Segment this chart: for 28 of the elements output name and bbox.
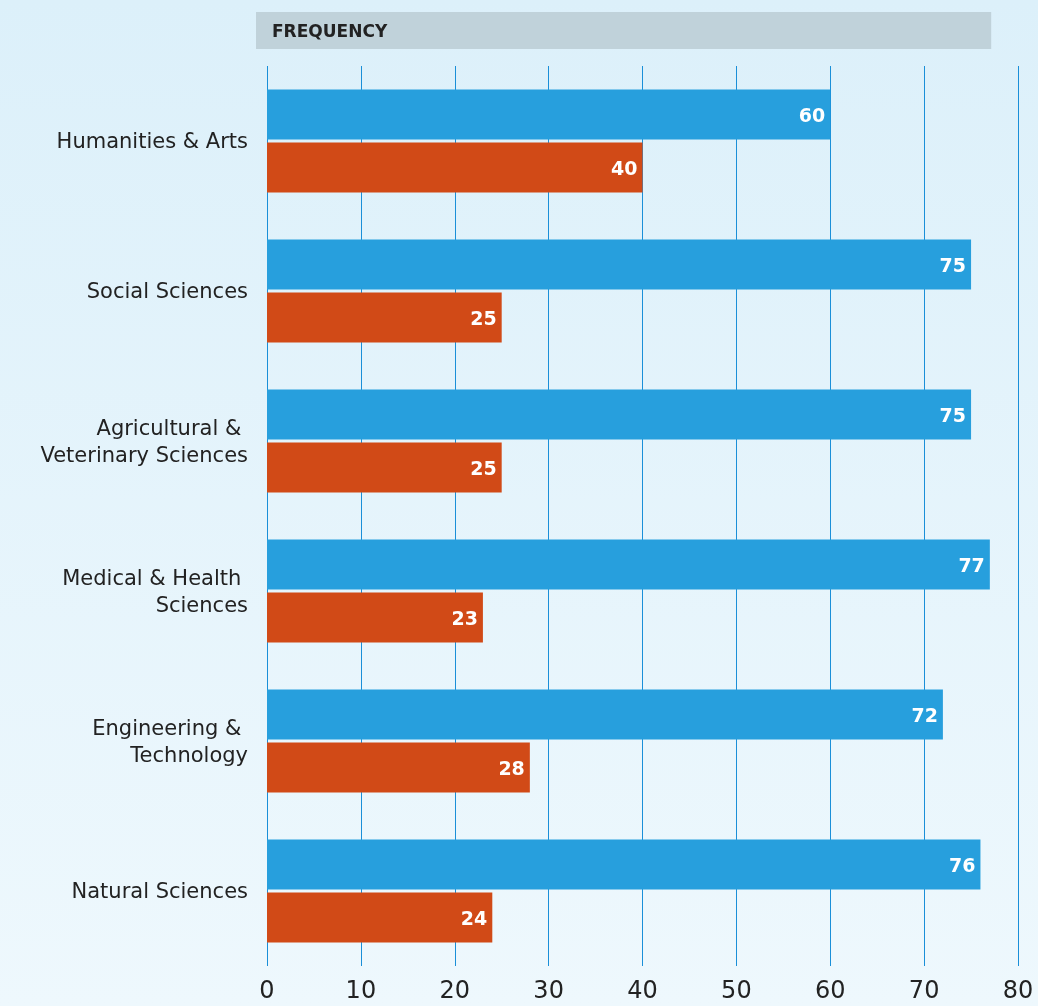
x-tick-label: 70 <box>908 976 940 1004</box>
data-label: 24 <box>460 906 488 929</box>
x-tick-label: 20 <box>439 976 471 1004</box>
x-tick-label: 30 <box>533 976 564 1004</box>
data-label: 25 <box>470 306 497 329</box>
y-tick-label: Humanities & Arts <box>56 129 248 153</box>
data-label: 28 <box>498 756 525 779</box>
y-tick-label: Social Sciences <box>86 279 248 303</box>
data-label: 23 <box>451 606 478 629</box>
chart-title: FREQUENCY <box>272 20 388 41</box>
data-label: 76 <box>949 853 976 876</box>
x-tick-label: 40 <box>627 976 658 1004</box>
y-tick-label: Agricultural & Veterinary Sciences <box>40 415 248 467</box>
data-label: 25 <box>470 456 497 479</box>
data-label: 75 <box>939 403 967 426</box>
x-tick-label: 50 <box>721 976 752 1004</box>
data-label: 72 <box>911 703 938 726</box>
x-tick-label: 0 <box>259 976 275 1004</box>
data-label: 75 <box>939 253 967 276</box>
x-tick-label: 60 <box>814 976 846 1004</box>
x-tick-label: 10 <box>345 976 377 1004</box>
y-tick-label: Engineering & Technology <box>92 715 248 767</box>
x-tick-label: 80 <box>1002 976 1034 1004</box>
y-tick-label: Natural Sciences <box>71 879 248 903</box>
y-tick-label: Medical & Health Sciences <box>62 565 248 617</box>
data-label: 77 <box>958 553 985 576</box>
data-label: 40 <box>611 156 638 179</box>
data-label: 60 <box>798 103 826 126</box>
